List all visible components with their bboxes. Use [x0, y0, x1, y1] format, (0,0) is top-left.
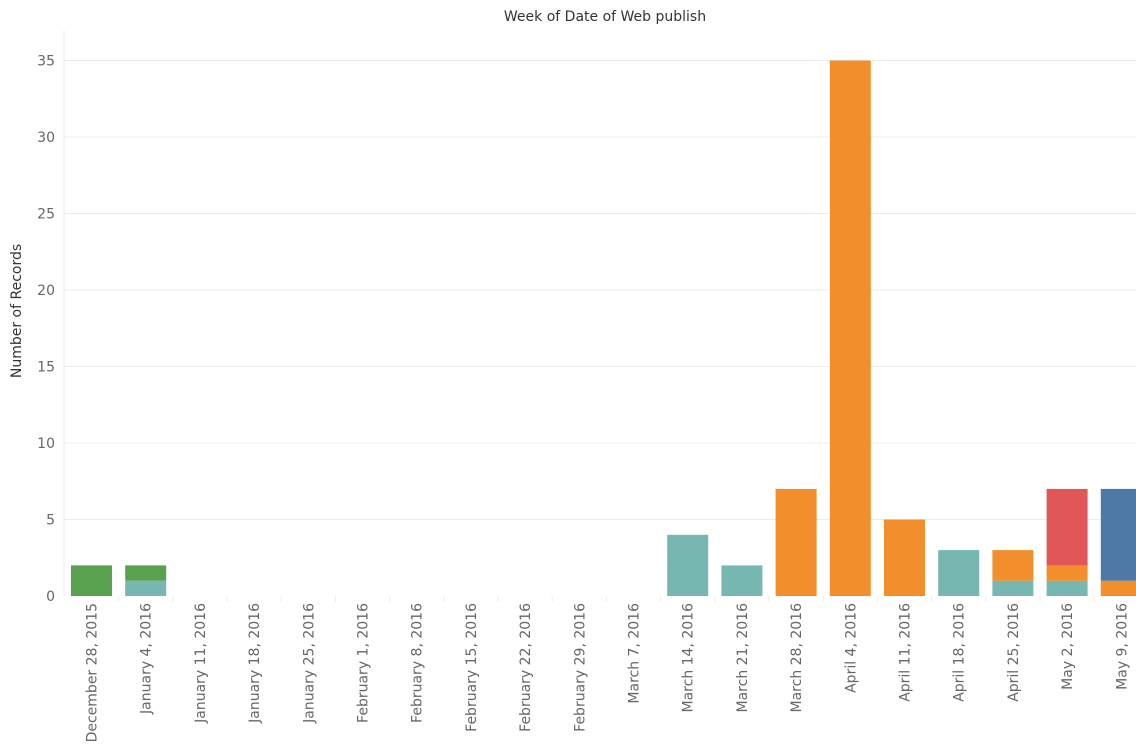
y-tick-label: 35 [37, 54, 55, 70]
bar-segment [721, 565, 763, 596]
bar-segment [992, 580, 1034, 596]
bar-segment [1100, 488, 1136, 581]
x-tick-label: January 25, 2016 [301, 603, 317, 724]
x-tick-label: February 8, 2016 [410, 603, 426, 723]
bar-segment [884, 519, 925, 596]
bar-segment [992, 550, 1034, 581]
x-tick-label: March 28, 2016 [789, 603, 805, 713]
bar-segment [775, 488, 817, 596]
x-tick-label: January 11, 2016 [193, 603, 209, 724]
x-tick-label: April 4, 2016 [843, 603, 859, 693]
bar-segment [829, 60, 871, 596]
bars [71, 60, 1136, 596]
y-tick-label: 5 [46, 513, 55, 529]
x-tick-label: April 18, 2016 [952, 603, 968, 702]
bar-segment [938, 550, 980, 596]
y-tick-label: 25 [37, 207, 55, 223]
y-tick-label: 10 [37, 436, 55, 452]
gridlines [63, 30, 1136, 602]
bar-segment [125, 565, 167, 581]
x-tick-label: March 21, 2016 [735, 603, 751, 713]
bar-segment [1046, 488, 1088, 566]
x-tick-label: January 18, 2016 [247, 603, 263, 724]
bar-segment [667, 534, 709, 596]
x-axis-ticks: December 28, 2015 January 4, 2016 January … [85, 603, 1131, 742]
x-tick-label: April 11, 2016 [898, 603, 914, 702]
y-tick-label: 0 [46, 589, 55, 605]
y-axis-label: Number of Records [9, 244, 25, 378]
x-tick-label: February 1, 2016 [356, 603, 372, 723]
y-tick-label: 30 [37, 130, 55, 146]
y-tick-label: 20 [37, 283, 55, 299]
x-tick-label: April 25, 2016 [1006, 603, 1022, 702]
x-tick-label: May 2, 2016 [1060, 603, 1076, 690]
x-tick-label: February 15, 2016 [464, 603, 480, 732]
bar-segment [1046, 565, 1088, 581]
x-tick-label: March 14, 2016 [681, 603, 697, 713]
x-tick-label: February 29, 2016 [572, 603, 588, 732]
x-tick-label: January 4, 2016 [139, 603, 155, 715]
y-axis-ticks: 0 5 10 15 20 25 30 35 [37, 54, 55, 606]
y-tick-label: 15 [37, 360, 55, 376]
x-tick-label: March 7, 2016 [627, 603, 643, 704]
bar-segment [1046, 580, 1088, 596]
x-tick-label: February 22, 2016 [518, 603, 534, 732]
bar-segment [125, 580, 167, 596]
bar-segment [71, 565, 112, 596]
chart-title: Week of Date of Web publish [504, 9, 706, 25]
bar-segment [1100, 580, 1136, 596]
x-tick-label: December 28, 2015 [85, 603, 101, 742]
x-tick-label: May 9, 2016 [1114, 603, 1130, 690]
